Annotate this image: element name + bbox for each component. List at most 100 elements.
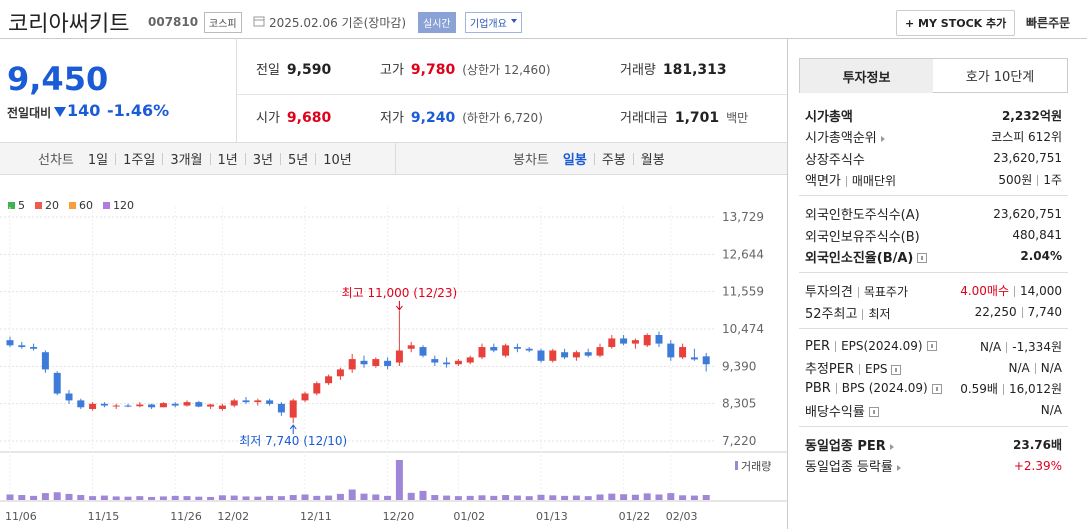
quote-cell: 저가 9,240 (하한가 6,720): [380, 107, 543, 126]
volume-bar: [136, 496, 144, 500]
volume-bar: [195, 496, 203, 500]
volume-bar: [183, 496, 191, 500]
period-tab[interactable]: 1년: [217, 153, 238, 168]
info-label: 외국인소진율(B/A): [805, 247, 928, 266]
volume-bar: [18, 495, 26, 500]
panel-tab[interactable]: 투자정보: [799, 58, 934, 93]
legend-swatch: [103, 202, 110, 209]
volume-bar: [549, 495, 557, 500]
volume-bar: [242, 496, 250, 500]
info-row: 시가총액순위 코스피 612위: [799, 126, 1068, 147]
y-tick-label: 10,474: [722, 322, 764, 336]
info-value: 2.04%: [1020, 249, 1062, 263]
info-row: 상장주식수 23,620,751: [799, 148, 1068, 169]
volume-bar: [643, 493, 651, 500]
y-tick-label: 7,220: [722, 434, 756, 448]
volume-bar: [254, 496, 262, 500]
legend-swatch: [69, 202, 76, 209]
candle-body: [490, 347, 498, 351]
candle-body: [584, 352, 592, 356]
candle-body: [454, 360, 462, 365]
candle-body: [502, 345, 510, 356]
label-separator: [835, 383, 837, 395]
candle-body: [207, 404, 215, 407]
label-text: 외국인한도주식수(A): [805, 208, 920, 224]
period-tab[interactable]: 3개월: [170, 153, 203, 168]
candle-body: [596, 347, 604, 356]
info-value: N/A: [1041, 403, 1062, 417]
candle-body: [136, 404, 144, 407]
candle-body: [443, 362, 451, 365]
period-tab[interactable]: 일봉: [562, 153, 587, 168]
cell-label: 거래량: [620, 63, 656, 78]
info-value: N/A N/A: [1009, 361, 1062, 375]
candle-body: [159, 403, 167, 408]
volume-bar: [313, 495, 321, 500]
candle-body: [537, 350, 545, 361]
candle-body: [254, 400, 262, 403]
period-tab[interactable]: 1주일: [123, 153, 156, 168]
value-text: 22,250: [974, 305, 1017, 320]
value-text: 23,620,751: [993, 206, 1062, 221]
info-icon[interactable]: [917, 253, 928, 264]
value-separator: [1021, 307, 1023, 319]
info-icon[interactable]: [931, 383, 942, 394]
label-text: 목표주가: [863, 285, 909, 300]
period-tab[interactable]: 3년: [252, 153, 273, 168]
info-icon[interactable]: [891, 364, 902, 375]
info-row: 외국인한도주식수(A) 23,620,751: [799, 203, 1068, 224]
info-icon[interactable]: [868, 407, 879, 418]
info-label: 액면가 매매단위: [805, 170, 896, 189]
chart-tabs: 선차트 1일 1주일 3개월 1년 3년 5년 10년 봉차트 일봉 주봉 월봉: [0, 142, 787, 175]
candle-body: [277, 403, 285, 413]
calendar-icon: [253, 16, 265, 27]
info-label: 시가총액순위: [805, 127, 885, 146]
info-row: 외국인보유주식수(B) 480,841: [799, 224, 1068, 245]
info-row: 추정PER EPS N/A N/A: [799, 357, 1068, 378]
info-label: 상장주식수: [805, 149, 865, 168]
volume-bar: [702, 494, 710, 500]
candle-body: [65, 393, 73, 401]
x-tick-label: 01/13: [536, 510, 568, 523]
volume-bar: [218, 495, 226, 500]
info-label: 외국인한도주식수(A): [805, 204, 920, 223]
candle-body: [690, 357, 698, 360]
realtime-badge[interactable]: 실시간: [418, 12, 456, 33]
mystock-button[interactable]: + MY STOCK 추가: [896, 10, 1016, 36]
label-separator: [859, 364, 861, 376]
info-value: 4.00매수 14,000: [960, 282, 1062, 299]
info-row: PER EPS(2024.09) N/A -1,334원: [799, 336, 1068, 357]
x-tick-label: 11/06: [5, 510, 37, 523]
date-text: 2025.02.06 기준(장마감): [269, 16, 407, 30]
high-annotation: 최고 11,000 (12/23): [342, 286, 458, 300]
candle-body: [525, 348, 533, 351]
volume-bar: [53, 492, 61, 500]
label-text: PER: [805, 338, 831, 354]
period-tab[interactable]: 주봉: [601, 153, 626, 168]
label-text: 시가총액: [805, 110, 853, 126]
candle-body: [313, 383, 321, 394]
volume-bar: [395, 460, 403, 500]
period-tab[interactable]: 1일: [87, 153, 109, 168]
panel-tab[interactable]: 호가 10단계: [933, 58, 1068, 93]
x-tick-label: 11/26: [170, 510, 202, 523]
info-icon[interactable]: [926, 341, 937, 352]
value-separator: [1002, 384, 1004, 396]
header-divider: [0, 38, 1087, 39]
label-text: 외국인소진율(B/A): [805, 250, 914, 266]
period-tab[interactable]: 5년: [288, 153, 309, 168]
cell-extra: (상한가 12,460): [462, 63, 551, 77]
quick-order[interactable]: 빠른주문: [1026, 16, 1071, 30]
overview-button[interactable]: 기업개요: [465, 12, 522, 33]
info-label: 투자의견 목표주가: [805, 281, 908, 300]
candle-body: [325, 376, 333, 384]
volume-bar: [230, 495, 238, 500]
info-value: 22,250 7,740: [975, 305, 1062, 319]
candle-body: [702, 356, 710, 365]
info-row: 동일업종 PER 23.76배: [799, 434, 1068, 455]
volume-bar: [490, 495, 498, 500]
tab-separator: [593, 152, 595, 165]
period-tab[interactable]: 월봉: [640, 153, 665, 168]
period-tab[interactable]: 10년: [323, 153, 352, 168]
y-tick-label: 8,305: [722, 397, 756, 411]
